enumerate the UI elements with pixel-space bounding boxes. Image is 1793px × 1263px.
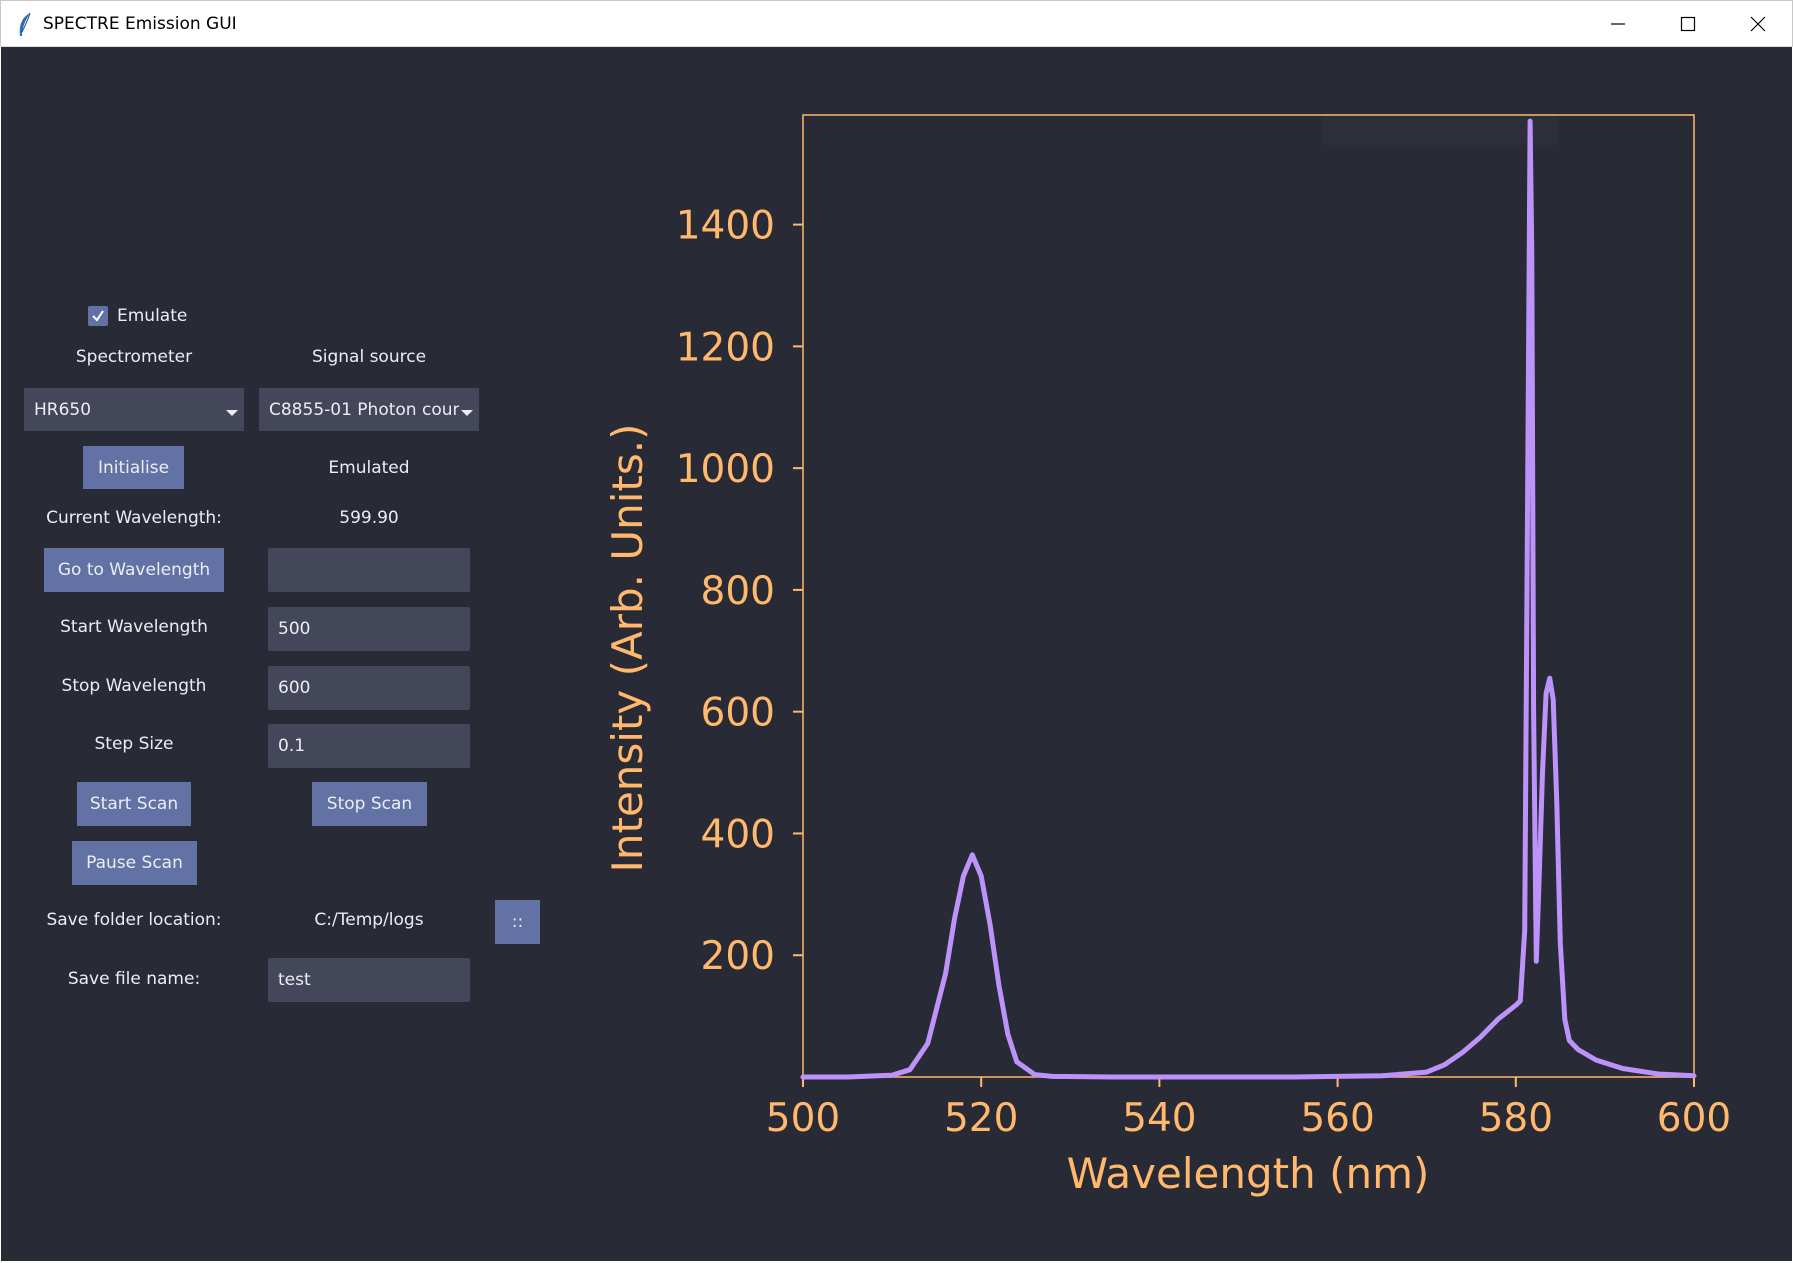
signal-source-select[interactable]: C8855-01 Photon coun bbox=[259, 388, 479, 431]
emulate-checkbox[interactable] bbox=[88, 306, 108, 326]
spectrum-line bbox=[800, 118, 1697, 1080]
goto-wavelength-input[interactable] bbox=[268, 548, 470, 592]
x-axis-ticks: 500 520 540 560 580 600 bbox=[766, 1077, 1731, 1141]
x-tick-label: 520 bbox=[944, 1096, 1018, 1141]
maximize-icon bbox=[1680, 16, 1696, 32]
step-size-label: Step Size bbox=[94, 734, 174, 754]
close-button[interactable] bbox=[1723, 1, 1793, 47]
minimize-icon bbox=[1611, 23, 1625, 25]
x-tick-label: 580 bbox=[1479, 1096, 1553, 1141]
start-scan-button[interactable]: Start Scan bbox=[77, 782, 191, 826]
current-wavelength-value: 599.90 bbox=[339, 508, 399, 528]
x-tick-label: 560 bbox=[1300, 1096, 1374, 1141]
x-tick-label: 500 bbox=[766, 1096, 840, 1141]
y-tick-label: 1200 bbox=[676, 325, 775, 370]
spectrum-plot: 500 520 540 560 580 600 200 400 600 800 1000 1200 1… bbox=[603, 114, 1731, 1198]
stop-scan-button[interactable]: Stop Scan bbox=[312, 782, 427, 826]
x-axis-title: Wavelength (nm) bbox=[1067, 1149, 1430, 1198]
maximize-button[interactable] bbox=[1653, 1, 1723, 47]
y-tick-label: 1400 bbox=[676, 204, 775, 249]
status-text: Emulated bbox=[328, 458, 410, 478]
chevron-down-icon bbox=[226, 410, 238, 416]
y-axis-title: Intensity (Arb. Units.) bbox=[603, 423, 652, 872]
x-tick-label: 600 bbox=[1657, 1096, 1731, 1141]
stop-wavelength-input[interactable]: 600 bbox=[268, 666, 470, 710]
chevron-down-icon bbox=[461, 410, 473, 416]
goto-wavelength-button[interactable]: Go to Wavelength bbox=[44, 548, 224, 592]
checkmark-icon bbox=[92, 310, 104, 322]
close-icon bbox=[1750, 16, 1766, 32]
current-wavelength-label: Current Wavelength: bbox=[46, 508, 222, 528]
pause-scan-button[interactable]: Pause Scan bbox=[72, 841, 197, 885]
feather-icon bbox=[19, 12, 31, 36]
title-bar: SPECTRE Emission GUI bbox=[0, 0, 1793, 47]
step-size-input[interactable]: 0.1 bbox=[268, 724, 470, 768]
save-folder-label: Save folder location: bbox=[46, 910, 222, 930]
y-axis-ticks: 200 400 600 800 1000 1200 1400 bbox=[676, 204, 803, 979]
spectrometer-select-value: HR650 bbox=[34, 399, 92, 420]
initialise-button[interactable]: Initialise bbox=[83, 446, 184, 489]
save-file-input[interactable]: test bbox=[268, 958, 470, 1002]
stop-wavelength-label: Stop Wavelength bbox=[61, 676, 207, 696]
browse-folder-button[interactable]: :: bbox=[495, 900, 540, 944]
y-tick-label: 1000 bbox=[676, 447, 775, 492]
y-tick-label: 800 bbox=[701, 569, 775, 614]
start-wavelength-label: Start Wavelength bbox=[60, 617, 208, 637]
signal-source-select-value: C8855-01 Photon coun bbox=[269, 399, 459, 420]
spectrometer-select[interactable]: HR650 bbox=[24, 388, 244, 431]
save-file-label: Save file name: bbox=[67, 969, 201, 989]
signal-source-label: Signal source bbox=[311, 347, 427, 367]
window-title: SPECTRE Emission GUI bbox=[43, 14, 237, 34]
x-tick-label: 540 bbox=[1122, 1096, 1196, 1141]
save-folder-path: C:/Temp/logs bbox=[314, 910, 424, 930]
y-tick-label: 200 bbox=[701, 934, 775, 979]
main-panel: Emulate Spectrometer Signal source HR650… bbox=[1, 47, 1792, 1261]
start-wavelength-input[interactable]: 500 bbox=[268, 607, 470, 651]
emulate-label: Emulate bbox=[117, 306, 188, 326]
y-tick-label: 600 bbox=[701, 691, 775, 736]
spectrometer-label: Spectrometer bbox=[75, 347, 193, 367]
legend-box bbox=[1322, 115, 1558, 145]
minimize-button[interactable] bbox=[1583, 1, 1653, 47]
y-tick-label: 400 bbox=[701, 812, 775, 857]
